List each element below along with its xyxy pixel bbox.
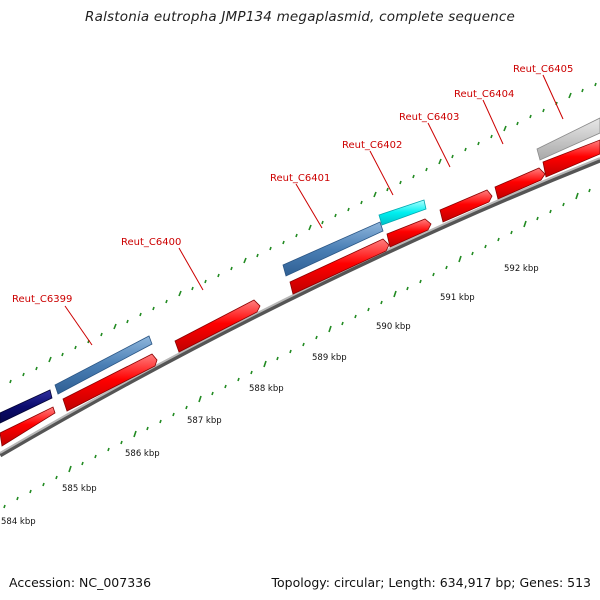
- label-leader-lines: [64, 74, 564, 346]
- gene-label-reut-c6404: Reut_C6404: [454, 89, 514, 100]
- gene-forward-red-1[interactable]: [0, 406, 56, 447]
- kbp-label-586: 586 kbp: [125, 449, 160, 459]
- kbp-label-590: 590 kbp: [376, 322, 411, 332]
- gene-label-reut-c6401: Reut_C6401: [270, 173, 330, 184]
- accession-text: Accession: NC_007336: [9, 575, 152, 590]
- gene-forward-red-5[interactable]: [386, 218, 432, 248]
- gene-label-reut-c6403: Reut_C6403: [399, 112, 459, 123]
- gene-reverse-cyan[interactable]: [378, 199, 427, 226]
- plasmid-backbone: [0, 157, 600, 458]
- kbp-label-592: 592 kbp: [504, 264, 539, 274]
- kbp-label-585: 585 kbp: [62, 484, 97, 494]
- gene-forward-red-8[interactable]: [542, 139, 600, 178]
- gene-forward-red-3[interactable]: [174, 299, 261, 353]
- gene-forward-red-4[interactable]: [289, 238, 390, 295]
- gene-reverse-steelblue-1[interactable]: [54, 335, 153, 395]
- kbp-label-589: 589 kbp: [312, 353, 347, 363]
- gene-label-reut-c6402: Reut_C6402: [342, 140, 402, 151]
- kbp-label-584: 584 kbp: [1, 517, 36, 527]
- outer-tick-row: [9, 82, 597, 384]
- kbp-label-588: 588 kbp: [249, 384, 284, 394]
- gene-label-reut-c6399: Reut_C6399: [12, 294, 72, 305]
- inner-tick-row: [3, 188, 591, 509]
- gene-forward-red-6[interactable]: [439, 189, 493, 223]
- gene-forward-red-7[interactable]: [494, 167, 546, 200]
- gene-reverse-steelblue-2[interactable]: [282, 221, 384, 277]
- kbp-label-587: 587 kbp: [187, 416, 222, 426]
- map-title: Ralstonia eutropha JMP134 megaplasmid, c…: [85, 9, 515, 25]
- gene-reverse-gray[interactable]: [536, 117, 600, 161]
- topology-summary: Topology: circular; Length: 634,917 bp; …: [271, 575, 592, 590]
- plasmid-backbone-highlight: [0, 157, 600, 454]
- gene-forward-red-2[interactable]: [62, 353, 158, 412]
- kbp-label-591: 591 kbp: [440, 293, 475, 303]
- gene-label-reut-c6400: Reut_C6400: [121, 237, 181, 248]
- gene-reverse-navy[interactable]: [0, 389, 53, 424]
- gene-label-reut-c6405: Reut_C6405: [513, 64, 573, 75]
